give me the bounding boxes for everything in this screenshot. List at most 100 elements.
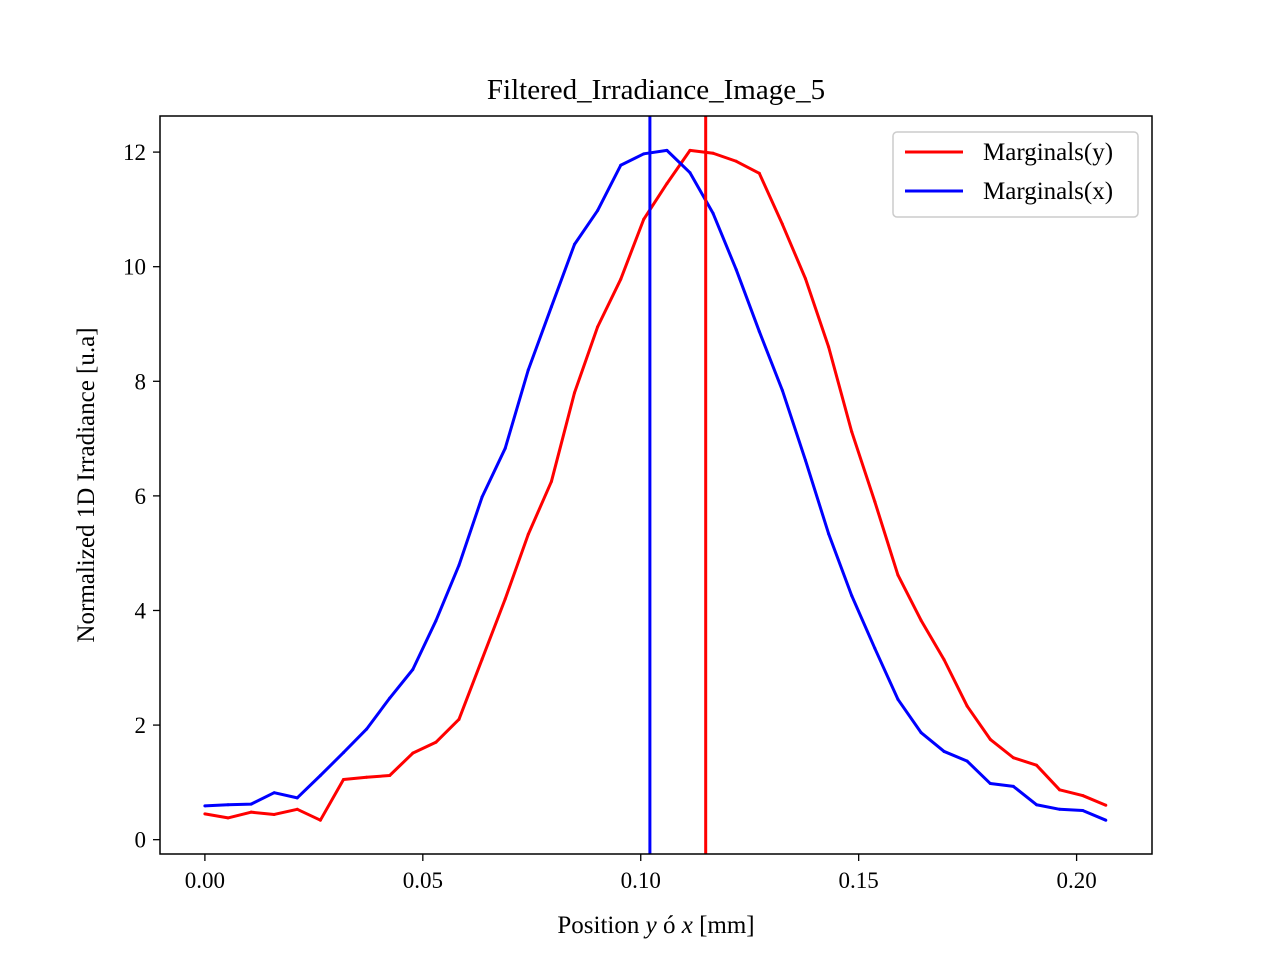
x-tick-label: 0.05 (403, 868, 443, 893)
data-point-marginals-x (1058, 807, 1062, 811)
data-point-marginals-x (434, 619, 438, 623)
data-point-marginals-x (526, 368, 530, 372)
data-point-marginals-y (919, 618, 923, 622)
data-point-marginals-y (1035, 763, 1038, 767)
data-point-marginals-x (1035, 803, 1038, 807)
y-tick-label: 2 (135, 713, 147, 738)
data-point-marginals-x (1081, 808, 1085, 812)
legend-label: Marginals(y) (983, 139, 1113, 166)
data-point-marginals-x (1104, 818, 1108, 822)
data-point-marginals-x (619, 163, 623, 167)
x-axis-label-part: y (643, 912, 658, 939)
data-point-marginals-x (711, 211, 715, 215)
x-tick-label: 0.20 (1056, 868, 1096, 893)
x-tick-label: 0.15 (839, 868, 879, 893)
y-axis-label: Normalized 1D Irradiance [u.a] (73, 327, 100, 642)
data-point-marginals-x (1011, 784, 1015, 788)
data-point-marginals-x (665, 148, 669, 152)
data-point-marginals-y (573, 391, 576, 395)
series-line-marginals-x (204, 148, 1107, 822)
data-point-marginals-x (827, 532, 831, 536)
data-point-marginals-y (850, 430, 854, 434)
data-point-marginals-x (388, 696, 392, 700)
x-tick-label: 0.10 (621, 868, 661, 893)
data-point-marginals-y (318, 818, 322, 822)
data-point-marginals-y (827, 345, 831, 349)
data-point-marginals-y (526, 532, 530, 536)
data-point-marginals-y (341, 778, 345, 782)
data-point-marginals-x (734, 268, 738, 272)
series-line-marginals-y (204, 148, 1107, 822)
data-point-marginals-x (480, 495, 484, 499)
data-point-marginals-y (665, 182, 669, 186)
data-point-marginals-x (249, 802, 253, 806)
data-point-marginals-x (596, 209, 600, 213)
data-point-marginals-x (457, 563, 461, 567)
data-point-marginals-y (965, 704, 969, 708)
data-point-marginals-x (503, 446, 507, 450)
data-point-marginals-y (226, 816, 230, 820)
x-axis-label-part: ó (657, 912, 682, 939)
data-point-marginals-x (226, 803, 230, 807)
data-point-marginals-y (1011, 756, 1015, 760)
data-point-marginals-x (804, 458, 807, 462)
data-point-marginals-y (619, 277, 623, 281)
data-point-marginals-x (919, 731, 923, 735)
data-point-marginals-x (573, 242, 576, 246)
y-tick-label: 4 (135, 598, 147, 623)
data-point-marginals-x (549, 305, 553, 309)
data-point-marginals-x (318, 774, 322, 777)
data-point-marginals-x (295, 796, 299, 800)
data-point-marginals-y (388, 774, 392, 777)
chart-title: Filtered_Irradiance_Image_5 (487, 74, 825, 106)
x-axis-label: Position y ó x [mm] (557, 912, 754, 939)
y-tick-label: 8 (135, 369, 147, 394)
data-point-marginals-x (850, 594, 854, 598)
data-point-marginals-y (804, 277, 807, 281)
data-point-marginals-y (988, 737, 992, 741)
data-point-marginals-x (203, 804, 207, 808)
y-tick-label: 12 (123, 140, 146, 165)
data-point-marginals-y (734, 159, 738, 163)
data-point-marginals-x (341, 751, 345, 755)
data-point-marginals-y (249, 810, 253, 814)
data-point-marginals-y (411, 751, 415, 755)
data-point-marginals-y (896, 573, 900, 577)
data-point-marginals-y (272, 812, 276, 816)
plot-frame (159, 115, 1153, 855)
data-point-marginals-y (295, 807, 299, 811)
data-point-marginals-y (203, 812, 207, 816)
data-point-marginals-y (1104, 803, 1108, 807)
data-point-marginals-y (873, 500, 877, 504)
x-axis-label-part: [mm] (693, 912, 755, 939)
x-tick-label: 0.00 (185, 868, 225, 893)
data-point-marginals-x (988, 782, 992, 786)
data-point-marginals-y (434, 740, 438, 744)
y-tick-label: 10 (123, 255, 146, 280)
data-point-marginals-y (711, 151, 715, 155)
data-point-marginals-x (365, 727, 369, 731)
x-axis-label-part: x (681, 912, 693, 939)
data-point-marginals-x (873, 646, 877, 650)
data-point-marginals-y (757, 171, 761, 175)
y-tick-label: 0 (135, 828, 147, 853)
data-point-marginals-y (942, 658, 946, 662)
y-axis: 0 2 4 6 8 10 12 (123, 140, 160, 853)
data-point-marginals-y (642, 217, 646, 221)
data-point-marginals-y (596, 325, 600, 329)
data-point-marginals-y (549, 480, 553, 484)
data-point-marginals-y (457, 717, 461, 721)
data-point-marginals-x (965, 759, 969, 763)
data-point-marginals-y (1081, 794, 1085, 798)
legend-label: Marginals(x) (983, 178, 1113, 205)
data-point-marginals-x (642, 152, 646, 156)
x-axis-label-part: Position (557, 912, 645, 939)
data-point-marginals-y (780, 222, 784, 226)
plot-content (203, 116, 1108, 854)
data-point-marginals-x (757, 329, 761, 333)
data-point-marginals-x (896, 697, 900, 701)
data-point-marginals-y (503, 597, 507, 601)
data-point-marginals-y (1058, 788, 1062, 792)
data-point-marginals-x (780, 388, 784, 392)
